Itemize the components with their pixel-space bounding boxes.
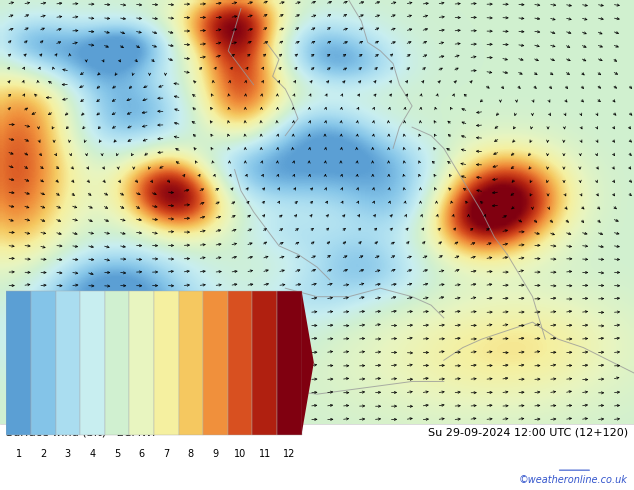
Bar [105,291,129,435]
Bar [179,291,203,435]
Text: 5: 5 [114,449,120,459]
Text: 1: 1 [16,449,22,459]
Bar [252,291,277,435]
Text: ©weatheronline.co.uk: ©weatheronline.co.uk [519,475,628,485]
Text: 4: 4 [89,449,96,459]
Text: 7: 7 [163,449,169,459]
Text: 9: 9 [212,449,219,459]
Bar [31,291,56,435]
Bar [56,291,80,435]
Polygon shape [302,291,314,435]
Text: 8: 8 [188,449,194,459]
Bar [129,291,154,435]
Text: 6: 6 [139,449,145,459]
Text: 3: 3 [65,449,71,459]
Text: 10: 10 [234,449,246,459]
Bar [6,291,31,435]
Text: Su 29-09-2024 12:00 UTC (12+120): Su 29-09-2024 12:00 UTC (12+120) [427,427,628,437]
Text: Surface wind (bft)   ECMWF: Surface wind (bft) ECMWF [6,427,158,437]
Text: 12: 12 [283,449,295,459]
Text: 2: 2 [40,449,46,459]
Text: 11: 11 [259,449,271,459]
Bar [154,291,179,435]
Bar [203,291,228,435]
Bar [228,291,252,435]
Bar [80,291,105,435]
Bar [277,291,302,435]
